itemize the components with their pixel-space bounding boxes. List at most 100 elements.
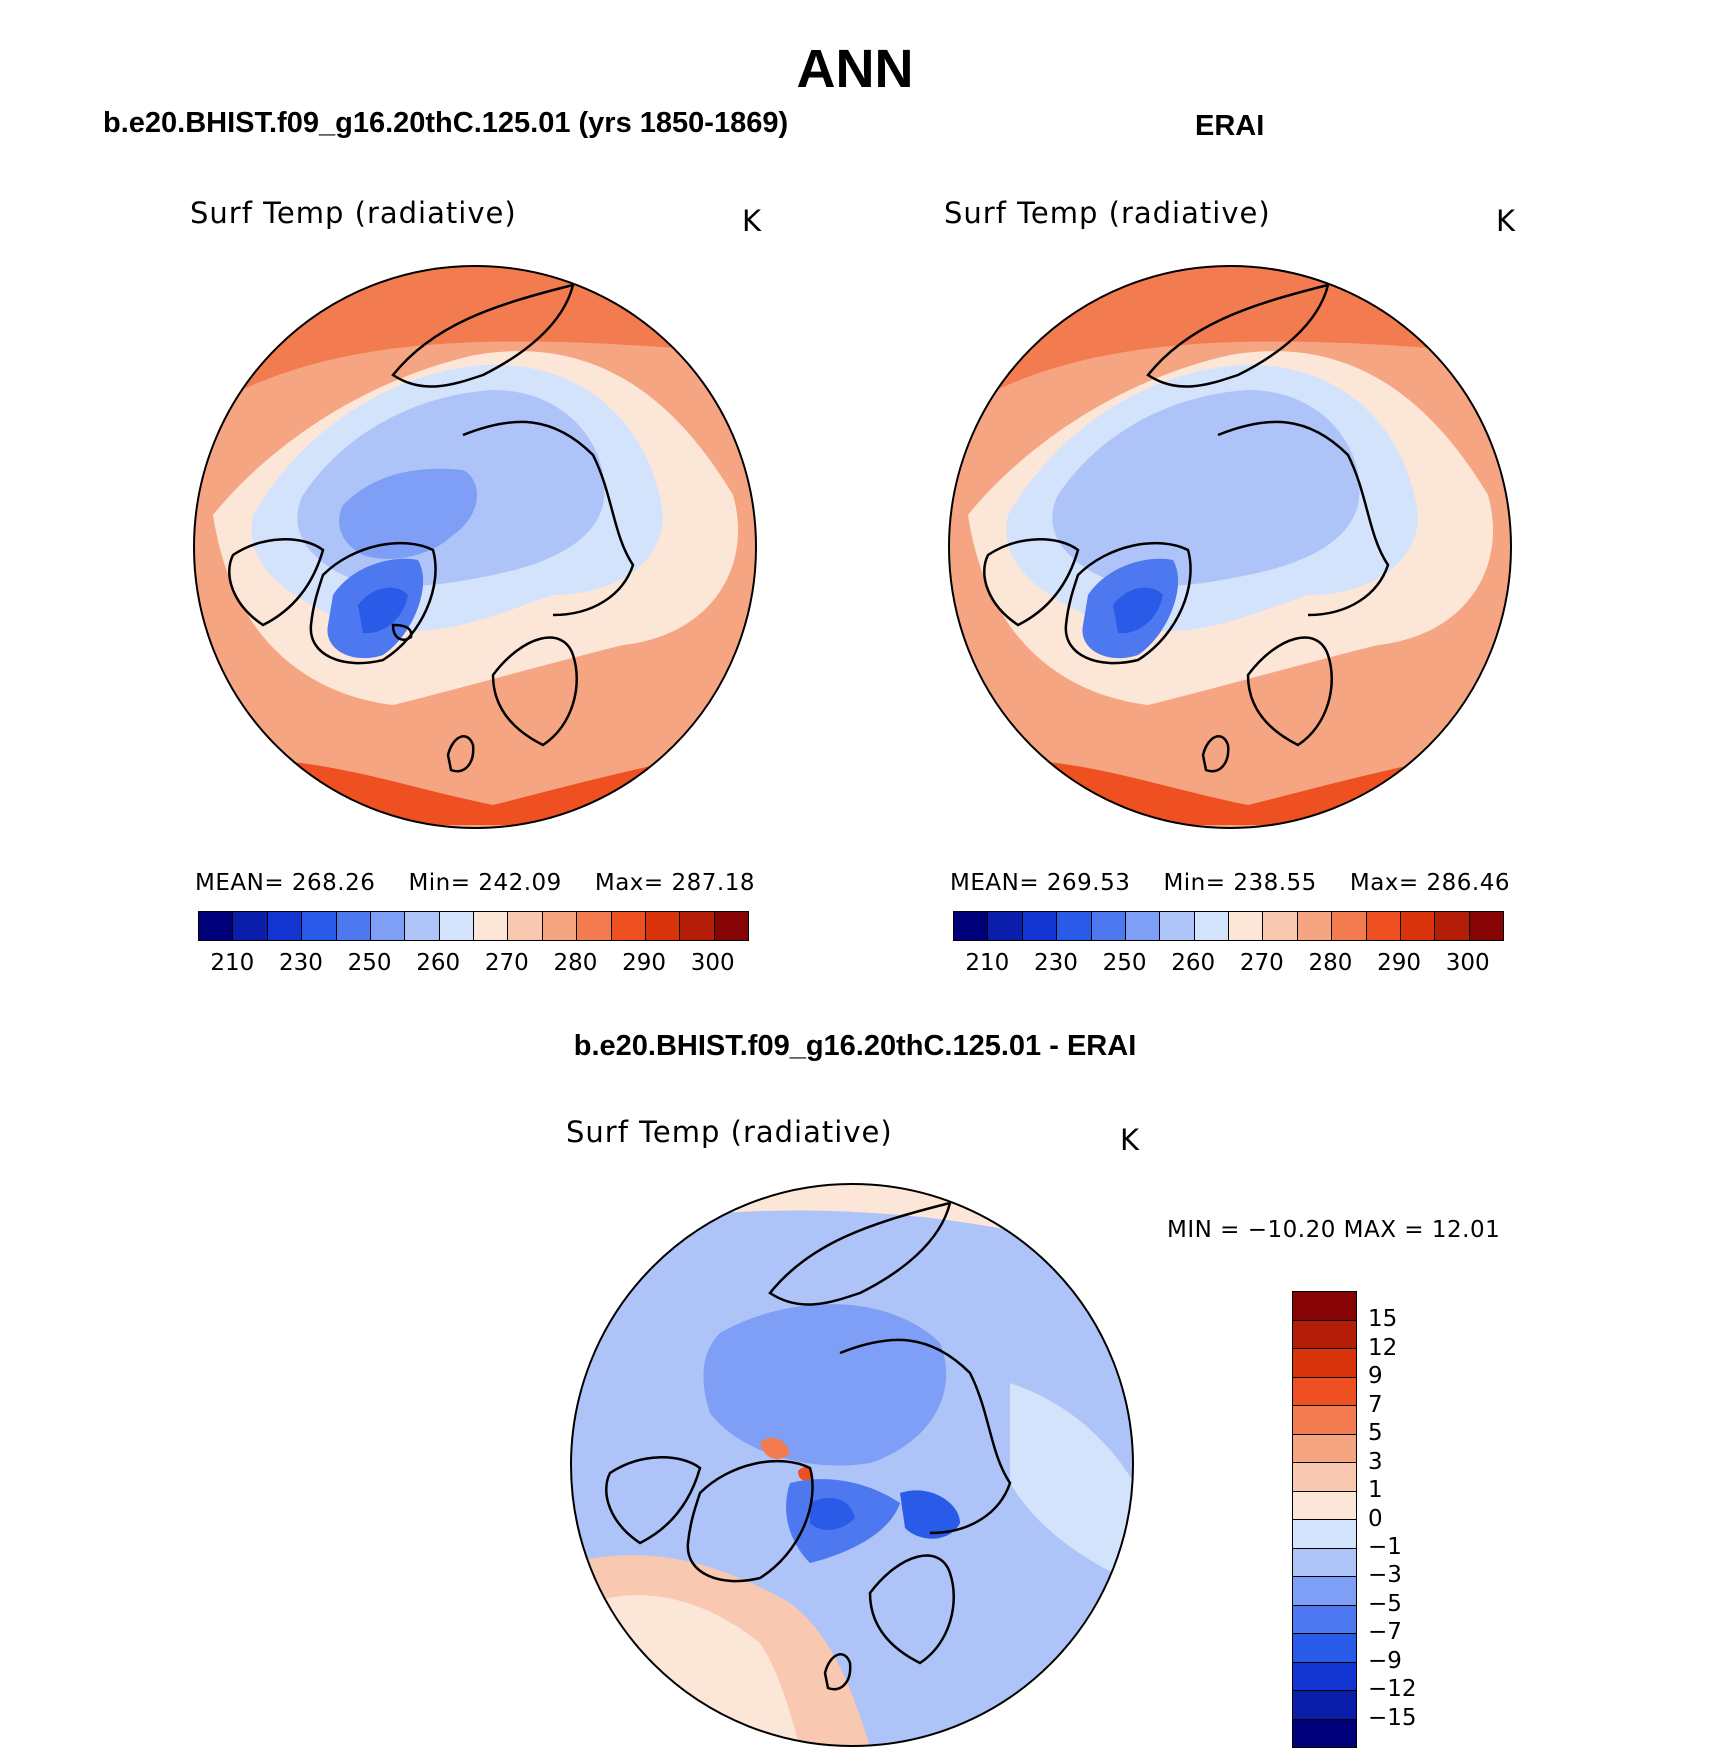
colorbar-label: −12 bbox=[1368, 1676, 1417, 1703]
panel-3-title: b.e20.BHIST.f09_g16.20thC.125.01 - ERAI bbox=[573, 1030, 1137, 1062]
colorbar-swatch bbox=[644, 912, 680, 940]
colorbar-swatch bbox=[1021, 912, 1057, 940]
colorbar-label: −5 bbox=[1368, 1590, 1402, 1617]
panel-1-min: Min= 242.09 bbox=[408, 870, 562, 896]
colorbar-swatch bbox=[369, 912, 405, 940]
colorbar-swatch bbox=[1090, 912, 1125, 940]
colorbar-swatch bbox=[1193, 912, 1228, 940]
colorbar-swatch bbox=[1293, 1661, 1356, 1690]
panel-3-minmax: MIN = −10.20 MAX = 12.01 bbox=[1167, 1217, 1501, 1243]
panel-3-map bbox=[570, 1183, 1134, 1747]
colorbar-label: 15 bbox=[1368, 1306, 1398, 1333]
colorbar-swatch bbox=[610, 912, 645, 940]
colorbar-label: 230 bbox=[1033, 950, 1078, 976]
panel-3-colorbar bbox=[1292, 1291, 1357, 1748]
colorbar-swatch bbox=[1293, 1292, 1356, 1320]
panel-1-map bbox=[193, 265, 757, 829]
colorbar-label: 3 bbox=[1368, 1448, 1383, 1475]
colorbar-label: 300 bbox=[1445, 950, 1490, 976]
colorbar-label: 5 bbox=[1368, 1420, 1383, 1447]
panel-1-colorbar bbox=[198, 911, 749, 941]
colorbar-swatch bbox=[1293, 1718, 1356, 1747]
colorbar-label: 9 bbox=[1368, 1363, 1383, 1390]
colorbar-swatch bbox=[1293, 1490, 1356, 1519]
colorbar-swatch bbox=[438, 912, 473, 940]
panel-2-min: Min= 238.55 bbox=[1163, 870, 1317, 896]
colorbar-swatch bbox=[713, 912, 748, 940]
colorbar-swatch bbox=[1293, 1405, 1356, 1434]
colorbar-swatch bbox=[404, 912, 439, 940]
main-title: ANN bbox=[796, 39, 914, 99]
panel-1-variable: Surf Temp (radiative) bbox=[190, 196, 517, 230]
colorbar-label: 1 bbox=[1368, 1477, 1383, 1504]
panel-2-stats: MEAN= 269.53 Min= 238.55 Max= 286.46 bbox=[950, 870, 1510, 896]
colorbar-label: 270 bbox=[1239, 950, 1284, 976]
colorbar-label: −7 bbox=[1368, 1619, 1402, 1646]
colorbar-label: 0 bbox=[1368, 1505, 1383, 1532]
colorbar-label: 280 bbox=[1308, 950, 1353, 976]
colorbar-swatch bbox=[1293, 1633, 1356, 1662]
colorbar-label: 280 bbox=[553, 950, 598, 976]
colorbar-swatch bbox=[541, 912, 577, 940]
colorbar-label: 7 bbox=[1368, 1391, 1383, 1418]
panel-2-units: K bbox=[1496, 204, 1517, 238]
colorbar-label: 260 bbox=[416, 950, 461, 976]
colorbar-swatch bbox=[335, 912, 370, 940]
colorbar-swatch bbox=[954, 912, 988, 940]
colorbar-swatch bbox=[507, 912, 542, 940]
colorbar-swatch bbox=[1468, 912, 1503, 940]
colorbar-label: −15 bbox=[1368, 1704, 1417, 1731]
panel-2-mean: MEAN= 269.53 bbox=[950, 870, 1131, 896]
colorbar-label: 210 bbox=[965, 950, 1010, 976]
colorbar-swatch bbox=[1365, 912, 1400, 940]
panel-1-stats: MEAN= 268.26 Min= 242.09 Max= 287.18 bbox=[195, 870, 755, 896]
colorbar-swatch bbox=[1293, 1348, 1356, 1377]
colorbar-swatch bbox=[1056, 912, 1091, 940]
panel-1-units: K bbox=[742, 204, 763, 238]
colorbar-swatch bbox=[1262, 912, 1297, 940]
panel-2-colorbar bbox=[953, 911, 1504, 941]
panel-2-title: ERAI bbox=[1195, 110, 1265, 142]
colorbar-swatch bbox=[1399, 912, 1435, 940]
colorbar-label: 230 bbox=[278, 950, 323, 976]
panel-3-colorbar-labels: 15 12 9 7 5 3 1 0 −1 −3 −5 −7 −9 −12 −15 bbox=[1368, 1291, 1448, 1746]
colorbar-swatch bbox=[1228, 912, 1263, 940]
colorbar-label: 250 bbox=[347, 950, 392, 976]
colorbar-swatch bbox=[1331, 912, 1366, 940]
colorbar-swatch bbox=[1293, 1519, 1356, 1548]
panel-1-title: b.e20.BHIST.f09_g16.20thC.125.01 (yrs 18… bbox=[103, 107, 789, 139]
colorbar-label: 290 bbox=[1377, 950, 1422, 976]
panel-2-map bbox=[948, 265, 1512, 829]
colorbar-label: −1 bbox=[1368, 1533, 1402, 1560]
colorbar-label: 290 bbox=[622, 950, 667, 976]
colorbar-swatch bbox=[1293, 1462, 1356, 1491]
colorbar-label: 250 bbox=[1102, 950, 1147, 976]
colorbar-swatch bbox=[1293, 1690, 1356, 1719]
colorbar-label: 260 bbox=[1171, 950, 1216, 976]
colorbar-swatch bbox=[1293, 1604, 1356, 1633]
colorbar-label: −3 bbox=[1368, 1562, 1402, 1589]
colorbar-label: −9 bbox=[1368, 1647, 1402, 1674]
colorbar-swatch bbox=[1293, 1376, 1356, 1405]
colorbar-swatch bbox=[1293, 1319, 1356, 1348]
panel-2-variable: Surf Temp (radiative) bbox=[944, 196, 1271, 230]
colorbar-swatch bbox=[199, 912, 233, 940]
colorbar-label: 210 bbox=[210, 950, 255, 976]
colorbar-swatch bbox=[1124, 912, 1160, 940]
colorbar-swatch bbox=[473, 912, 508, 940]
colorbar-swatch bbox=[301, 912, 336, 940]
panel-1-mean: MEAN= 268.26 bbox=[195, 870, 376, 896]
colorbar-swatch bbox=[232, 912, 267, 940]
colorbar-label: 12 bbox=[1368, 1334, 1398, 1361]
colorbar-label: 270 bbox=[484, 950, 529, 976]
panel-2-max: Max= 286.46 bbox=[1349, 870, 1510, 896]
colorbar-swatch bbox=[266, 912, 302, 940]
panel-2-colorbar-labels: 210 230 250 260 270 280 290 300 bbox=[953, 950, 1502, 980]
colorbar-swatch bbox=[1293, 1547, 1356, 1576]
panel-3-units: K bbox=[1120, 1123, 1141, 1157]
colorbar-swatch bbox=[1293, 1433, 1356, 1462]
colorbar-label: 300 bbox=[690, 950, 735, 976]
colorbar-swatch bbox=[1159, 912, 1194, 940]
colorbar-swatch bbox=[576, 912, 611, 940]
colorbar-swatch bbox=[987, 912, 1022, 940]
